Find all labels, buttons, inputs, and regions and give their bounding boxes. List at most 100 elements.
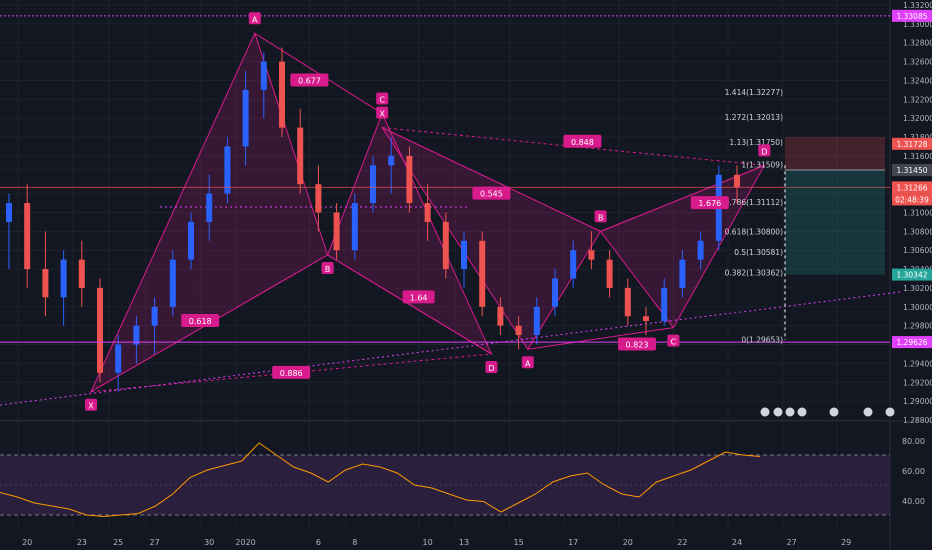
time-tick-label: 13 xyxy=(459,538,469,547)
pattern-point-marker xyxy=(376,92,389,105)
pattern-point-marker xyxy=(321,261,334,274)
stop-price-tag-box xyxy=(892,268,932,281)
price-tick-label: 1.32000 xyxy=(903,114,932,123)
pattern-point-marker xyxy=(667,334,680,347)
fib-level-label: 0.382(1.30362) xyxy=(725,269,783,278)
top-level-tag-label: 1.33085 xyxy=(896,12,927,21)
time-tick-label: 17 xyxy=(568,538,578,547)
price-tick-label: 1.32400 xyxy=(903,76,932,85)
economic-event-icon xyxy=(759,406,771,418)
candle-body xyxy=(133,325,140,345)
economic-event-icon xyxy=(828,406,840,418)
pattern-point-marker xyxy=(758,144,771,157)
price-axis[interactable]: 1.33200 1.33000 1.32800 1.32600 1.32400 1.322… xyxy=(892,1,932,425)
price-tick-label: 1.29800 xyxy=(903,322,932,331)
pattern-1-xd-line xyxy=(90,353,492,393)
time-tick-label: 29 xyxy=(841,538,851,547)
time-tick-label: 23 xyxy=(77,538,87,547)
pattern-ratio-label: 0.677 xyxy=(298,76,321,85)
pattern-ratio-label: 0.545 xyxy=(480,190,503,199)
candle-body xyxy=(679,259,686,288)
pattern-ratio-label: 1.676 xyxy=(698,199,721,208)
pattern-point-label: D xyxy=(761,147,767,156)
fib-level-label: 0.786(1.31112) xyxy=(725,198,783,207)
rsi-tick-label: 60.00 xyxy=(902,467,925,476)
pattern-point-label: X xyxy=(88,402,94,411)
pattern-point-label: A xyxy=(525,359,531,368)
candle-body xyxy=(442,221,449,270)
last-price-tag-box xyxy=(892,181,932,194)
candle-body xyxy=(588,250,595,260)
candle-body xyxy=(351,203,358,251)
candle-body xyxy=(315,184,322,213)
pattern-point-label: A xyxy=(252,15,258,24)
fib-level-label: 0.5(1.30581) xyxy=(734,248,783,257)
candle-body xyxy=(97,287,103,373)
rsi-panel: 80.00 60.00 40.00 xyxy=(0,437,925,518)
price-tick-label: 1.31600 xyxy=(903,152,932,161)
candle-body xyxy=(151,306,158,326)
candle-body xyxy=(42,269,49,298)
time-tick-label: 15 xyxy=(514,538,524,547)
countdown-tag-label: 02:48:39 xyxy=(895,195,929,204)
time-tick-label: 20 xyxy=(623,538,633,547)
price-tick-label: 1.32600 xyxy=(903,58,932,67)
pattern-1-ac-line xyxy=(254,32,383,114)
price-tick-label: 1.30000 xyxy=(903,303,932,312)
candle-body xyxy=(297,127,304,185)
countdown-tag-box xyxy=(892,193,932,206)
time-tick-label: 24 xyxy=(732,538,742,547)
bottom-level-tag-label: 1.29626 xyxy=(896,338,927,347)
last-price-tag-label: 1.31266 xyxy=(896,183,927,192)
price-tick-label: 1.32800 xyxy=(903,39,932,48)
price-tick-label: 1.28800 xyxy=(903,416,932,425)
fib-level-label: 1.13(1.31750) xyxy=(729,138,783,147)
candle-body xyxy=(461,240,467,270)
price-tick-label: 1.33000 xyxy=(903,20,932,29)
candle-body xyxy=(169,259,176,307)
time-axis[interactable]: 20 23 25 27 30 2020 6 8 10 13 15 17 20 22 24 27 29 xyxy=(22,538,851,547)
price-tick-label: 1.29200 xyxy=(903,378,932,387)
time-tick-label: 22 xyxy=(677,538,687,547)
pattern-point-label: B xyxy=(598,213,604,222)
reward-zone xyxy=(785,170,885,275)
pattern-ratio-box xyxy=(402,290,435,304)
price-tick-label: 1.30600 xyxy=(903,246,932,255)
fib-level-label: 0.618(1.30800) xyxy=(725,227,783,236)
pattern-point-marker xyxy=(485,360,498,373)
pattern-ratio-label: 0.886 xyxy=(280,369,303,378)
candle-body xyxy=(224,146,231,194)
fib-level-label: 1.414(1.32277) xyxy=(725,88,783,97)
pattern-ratio-box xyxy=(290,73,329,87)
candle-body xyxy=(479,240,486,307)
target-price-tag-box xyxy=(892,137,932,150)
event-icons[interactable] xyxy=(759,406,896,418)
candle-body xyxy=(643,316,649,321)
candle-body xyxy=(406,155,413,204)
pattern-ratio-label: 1.64 xyxy=(410,293,428,302)
candle-body xyxy=(661,287,668,321)
target-price-tag-label: 1.31728 xyxy=(896,140,927,149)
rsi-tick-label: 80.00 xyxy=(902,437,925,446)
candle-body xyxy=(624,287,631,317)
price-tick-label: 1.30200 xyxy=(903,284,932,293)
pattern-point-marker xyxy=(248,12,261,25)
candle-body xyxy=(697,240,704,260)
candle-body xyxy=(570,250,577,279)
pattern-point-label: B xyxy=(325,265,331,274)
time-tick-label: 27 xyxy=(787,538,797,547)
candle-body xyxy=(533,306,540,336)
pattern-point-marker xyxy=(376,106,389,119)
time-tick-label: 10 xyxy=(423,538,433,547)
pattern-ratio-box xyxy=(618,337,656,351)
price-tick-label: 1.29000 xyxy=(903,397,932,406)
pattern-ratio-box xyxy=(472,186,511,200)
pattern-ratio-box xyxy=(181,313,220,327)
price-tick-label: 1.29400 xyxy=(903,359,932,368)
candle-body xyxy=(734,174,740,188)
candle-body xyxy=(260,61,267,90)
time-tick-label: 2020 xyxy=(235,538,255,547)
candle-body xyxy=(370,165,376,204)
candle-body xyxy=(552,278,558,307)
